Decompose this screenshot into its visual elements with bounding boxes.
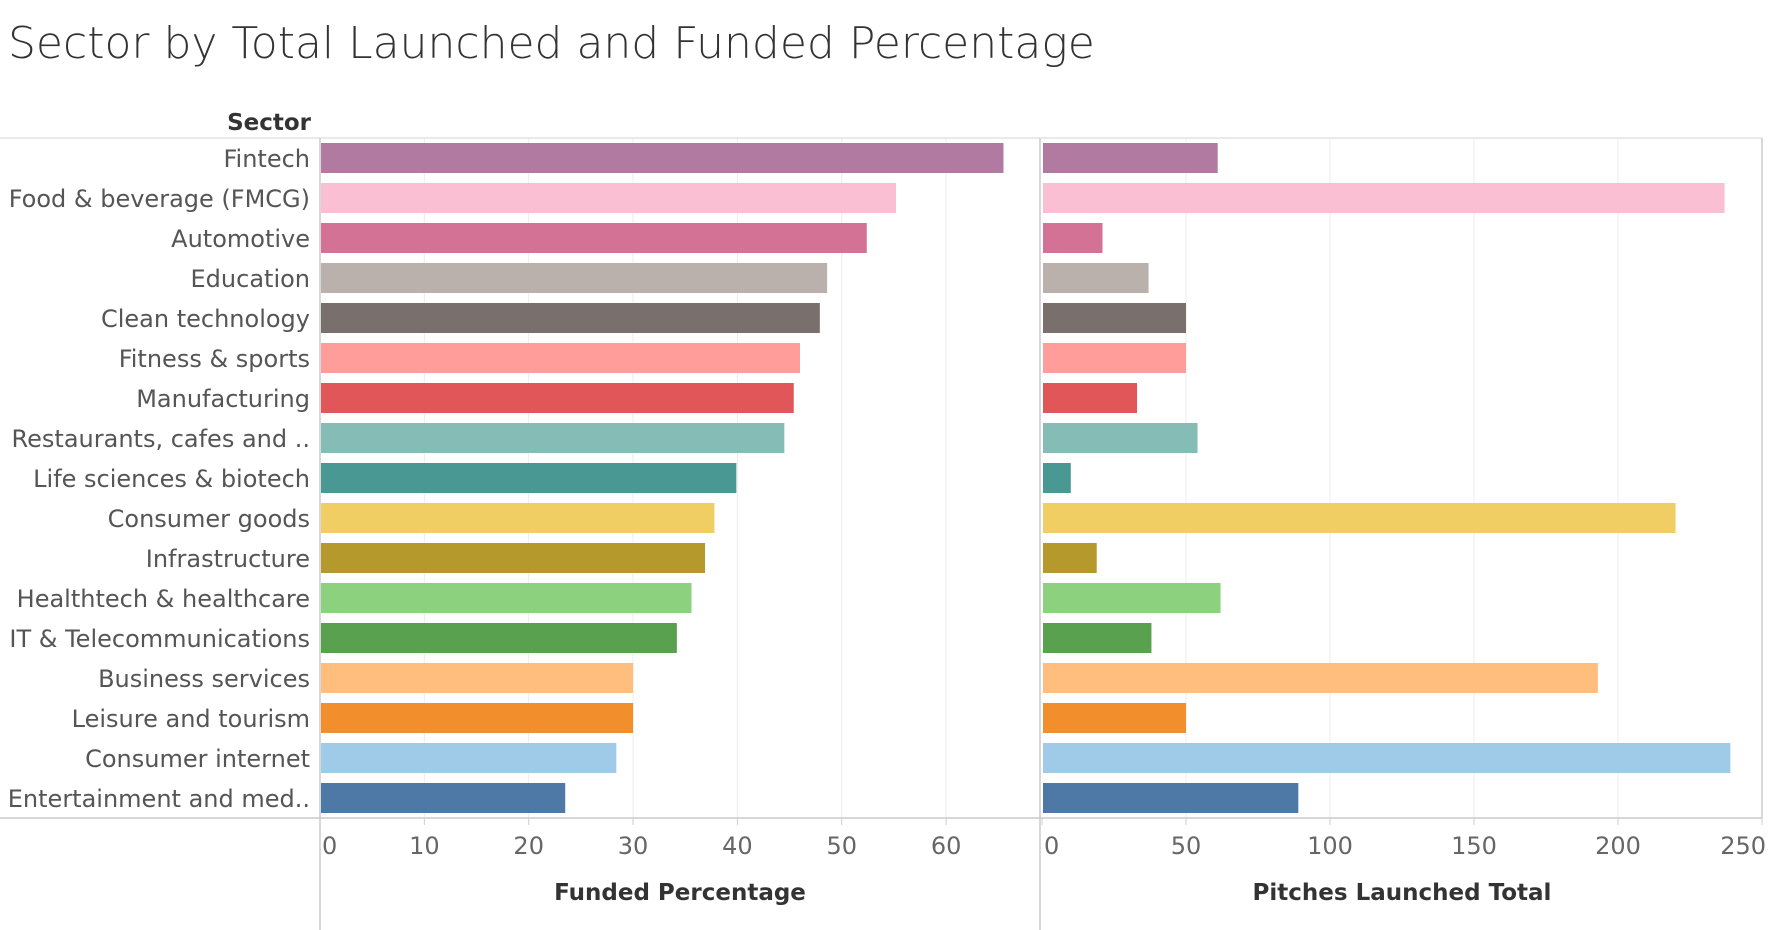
category-label: Education [191, 265, 310, 293]
bar[interactable] [1043, 423, 1198, 453]
bar[interactable] [321, 303, 820, 333]
category-label: Food & beverage (FMCG) [9, 185, 310, 213]
bar[interactable] [1043, 503, 1676, 533]
bar[interactable] [1043, 223, 1103, 253]
axis-ticks: 0 10 20 30 40 50 60 0 50 100 150 200 250 [319, 818, 1766, 860]
category-label: IT & Telecommunications [9, 625, 310, 653]
bar[interactable] [1043, 303, 1186, 333]
category-label: Fintech [223, 145, 310, 173]
category-label: Entertainment and med.. [8, 785, 310, 813]
category-label: Consumer internet [85, 745, 310, 773]
bar[interactable] [1043, 703, 1186, 733]
tick-label: 60 [931, 832, 962, 860]
bar[interactable] [321, 703, 634, 733]
tick-label: 0 [1044, 832, 1059, 860]
chart-frame [0, 137, 1763, 930]
bar[interactable] [1043, 663, 1598, 693]
category-label: Restaurants, cafes and .. [12, 425, 310, 453]
tick-label: 50 [826, 832, 857, 860]
bar[interactable] [1043, 183, 1725, 213]
category-label: Fitness & sports [119, 345, 310, 373]
bar[interactable] [321, 423, 785, 453]
bar[interactable] [321, 783, 566, 813]
tick-label: 250 [1720, 832, 1766, 860]
bar[interactable] [321, 583, 692, 613]
bar[interactable] [1043, 783, 1299, 813]
category-label: Life sciences & biotech [33, 465, 310, 493]
bar[interactable] [321, 263, 828, 293]
tick-label: 20 [513, 832, 544, 860]
category-labels: Fintech Food & beverage (FMCG) Automotive E… [8, 145, 310, 813]
bar[interactable] [321, 503, 715, 533]
bar[interactable] [321, 623, 677, 653]
category-label: Clean technology [101, 305, 310, 333]
bar[interactable] [321, 463, 737, 493]
tick-label: 0 [322, 832, 337, 860]
bar[interactable] [321, 383, 794, 413]
category-label: Consumer goods [108, 505, 310, 533]
category-label: Manufacturing [136, 385, 310, 413]
category-label: Automotive [171, 225, 310, 253]
axis-title: Pitches Launched Total [1253, 880, 1552, 906]
bar[interactable] [1043, 583, 1221, 613]
bar[interactable] [1043, 143, 1218, 173]
bar[interactable] [1043, 463, 1071, 493]
category-label: Business services [98, 665, 310, 693]
tick-label: 150 [1451, 832, 1497, 860]
tick-label: 30 [618, 832, 649, 860]
bar[interactable] [1043, 623, 1152, 653]
tick-label: 50 [1171, 832, 1202, 860]
row-header: Sector [227, 110, 312, 136]
tick-label: 200 [1595, 832, 1641, 860]
bar[interactable] [321, 743, 617, 773]
bar[interactable] [1043, 343, 1186, 373]
chart-title: Sector by Total Launched and Funded Perc… [8, 18, 1095, 69]
bar[interactable] [321, 343, 800, 373]
bars [321, 143, 1731, 813]
bar[interactable] [321, 543, 706, 573]
bar[interactable] [1043, 383, 1138, 413]
bar[interactable] [1043, 743, 1731, 773]
bar[interactable] [1043, 263, 1149, 293]
axis-titles: Funded Percentage Pitches Launched Total [554, 880, 1551, 906]
bar[interactable] [321, 183, 896, 213]
bar[interactable] [321, 663, 634, 693]
category-label: Healthtech & healthcare [17, 585, 310, 613]
bar[interactable] [321, 143, 1004, 173]
category-label: Infrastructure [146, 545, 310, 573]
category-label: Leisure and tourism [72, 705, 310, 733]
axis-title: Funded Percentage [554, 880, 806, 906]
tick-label: 10 [409, 832, 440, 860]
tick-label: 40 [722, 832, 753, 860]
bar[interactable] [1043, 543, 1097, 573]
tick-label: 100 [1307, 832, 1353, 860]
bar[interactable] [321, 223, 867, 253]
